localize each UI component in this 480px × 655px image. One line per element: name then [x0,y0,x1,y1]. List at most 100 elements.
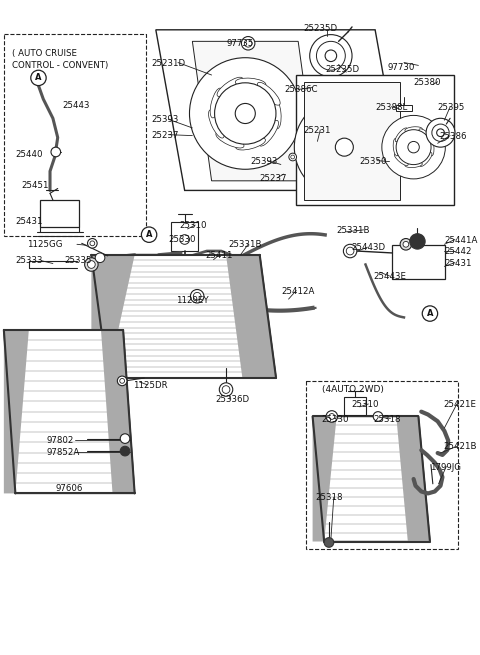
Ellipse shape [236,138,265,150]
Text: 25431: 25431 [15,217,43,227]
Ellipse shape [405,162,422,168]
Bar [344,397,365,415]
Ellipse shape [190,58,301,169]
Text: 25395: 25395 [438,103,465,112]
Text: 25441A: 25441A [444,236,478,245]
Circle shape [346,247,354,255]
Circle shape [117,376,127,386]
Bar [396,105,412,111]
Bar [171,222,198,251]
Circle shape [180,234,190,244]
Text: 25431: 25431 [444,259,472,268]
Bar [306,381,458,549]
Circle shape [289,153,297,161]
Ellipse shape [310,35,352,77]
Ellipse shape [257,83,280,105]
Text: (4AUTO 2WD): (4AUTO 2WD) [322,384,384,394]
Polygon shape [296,75,454,205]
Text: 25237: 25237 [151,131,179,140]
Ellipse shape [419,129,433,141]
Circle shape [142,227,157,242]
Text: 25237: 25237 [260,174,287,183]
Circle shape [120,446,130,456]
Text: 97606: 97606 [56,484,83,493]
Text: 25443E: 25443E [373,272,406,281]
Text: 25386: 25386 [440,132,467,141]
Circle shape [51,147,60,157]
Circle shape [120,434,130,443]
Ellipse shape [271,98,281,129]
Circle shape [87,238,97,248]
Text: 25335: 25335 [64,256,92,265]
Text: 25318: 25318 [315,493,343,502]
Text: 25442: 25442 [444,247,472,256]
Text: 97730: 97730 [388,62,415,71]
Circle shape [403,242,409,247]
Text: 25388L: 25388L [375,103,408,112]
Ellipse shape [210,88,223,118]
Text: 1129EY: 1129EY [176,296,209,305]
Text: 25412A: 25412A [282,287,315,295]
Text: ( AUTO CRUISE: ( AUTO CRUISE [12,49,76,58]
Polygon shape [156,30,404,191]
Ellipse shape [432,124,449,141]
Ellipse shape [317,120,372,175]
Ellipse shape [294,97,395,197]
Ellipse shape [336,115,363,124]
Polygon shape [312,417,430,542]
Ellipse shape [259,121,278,146]
Text: 25231D: 25231D [151,59,185,67]
Circle shape [193,292,201,300]
Circle shape [336,138,353,156]
Polygon shape [101,330,135,493]
Ellipse shape [395,128,407,141]
Text: 25393: 25393 [250,157,277,166]
Polygon shape [304,82,400,200]
Circle shape [222,386,230,394]
Ellipse shape [396,130,431,164]
Text: A: A [427,309,433,318]
Ellipse shape [319,115,342,132]
Text: 25451: 25451 [21,181,48,190]
Text: 97735: 97735 [226,39,253,48]
Text: 97802: 97802 [46,436,73,445]
Ellipse shape [217,77,243,97]
Circle shape [120,379,124,383]
Ellipse shape [336,168,362,180]
Ellipse shape [420,153,432,166]
Polygon shape [396,417,430,542]
Text: 25310: 25310 [179,221,206,230]
Circle shape [191,290,204,303]
Text: 25421E: 25421E [444,400,477,409]
Ellipse shape [367,134,376,161]
Text: 25231: 25231 [303,126,331,135]
Text: 25440: 25440 [15,150,43,159]
Circle shape [422,306,438,321]
Text: 25330: 25330 [321,415,349,424]
Text: 1799JG: 1799JG [430,462,461,472]
Circle shape [324,538,334,548]
Text: 25331B: 25331B [336,226,370,235]
Circle shape [84,258,98,271]
Text: 25333: 25333 [15,256,43,265]
Circle shape [373,411,383,421]
Text: 25386C: 25386C [285,84,318,94]
Text: A: A [35,73,42,83]
Circle shape [329,413,335,419]
Polygon shape [4,330,135,493]
Text: 25393: 25393 [151,115,179,124]
Ellipse shape [215,83,276,144]
Text: 1125GG: 1125GG [27,240,62,250]
Text: 25443D: 25443D [351,244,385,252]
Circle shape [244,39,252,47]
Bar [40,200,79,227]
Text: 25421B: 25421B [444,442,477,451]
Text: 25310: 25310 [351,400,379,409]
Ellipse shape [208,110,224,138]
Text: 25235D: 25235D [325,66,359,75]
Polygon shape [4,330,29,493]
Ellipse shape [235,78,266,88]
Ellipse shape [313,124,324,151]
Circle shape [241,37,255,50]
Text: 25235D: 25235D [303,24,337,33]
